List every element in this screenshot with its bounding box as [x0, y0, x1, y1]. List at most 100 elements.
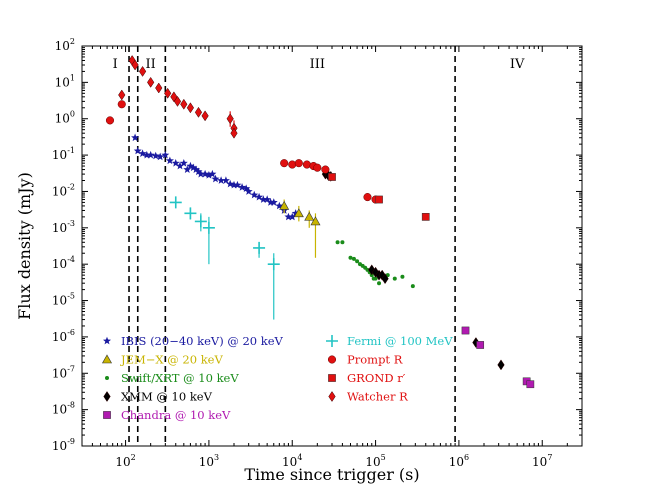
data-point — [497, 359, 505, 371]
data-point — [226, 179, 235, 188]
data-point — [328, 173, 336, 181]
data-point — [194, 106, 203, 118]
data-point — [302, 160, 311, 169]
x-tick-label: 107 — [532, 453, 552, 469]
legend-label: Swift/XRT @ 10 keV — [121, 371, 239, 385]
data-point — [211, 174, 220, 183]
data-point — [164, 87, 172, 99]
data-point — [105, 116, 115, 125]
legend-marker — [103, 336, 111, 345]
plot-frame — [81, 45, 583, 447]
series-1 — [279, 199, 321, 258]
data-point — [461, 326, 470, 335]
data-point — [355, 259, 360, 264]
data-point — [118, 89, 126, 101]
data-point — [180, 98, 188, 110]
data-point — [230, 127, 238, 139]
legend-marker — [327, 355, 337, 364]
data-point — [255, 192, 264, 201]
y-axis-label: Flux density (mJy) — [15, 172, 34, 320]
legend-label: GROND r′ — [347, 371, 406, 385]
data-point — [288, 160, 297, 169]
data-point — [131, 59, 139, 71]
data-point — [242, 184, 251, 192]
data-point — [266, 198, 275, 206]
data-point — [204, 171, 213, 179]
y-tick-label: 10-7 — [52, 364, 75, 380]
data-point — [392, 276, 397, 281]
y-tick-label: 10-5 — [52, 292, 75, 308]
data-point — [368, 264, 376, 276]
data-point — [244, 187, 253, 195]
data-point — [138, 149, 147, 157]
data-point — [373, 276, 378, 281]
x-tick-label: 103 — [199, 453, 219, 469]
x-tick-label: 104 — [282, 453, 302, 469]
data-point — [288, 212, 297, 221]
legend-label: Prompt R — [347, 353, 403, 367]
data-point — [476, 341, 485, 349]
data-point — [280, 159, 289, 168]
data-point — [275, 201, 284, 210]
legend-marker — [326, 335, 338, 347]
data-point — [267, 258, 280, 271]
y-tick-label: 100 — [55, 110, 75, 126]
legend-marker — [103, 411, 111, 419]
data-point — [184, 207, 197, 220]
data-point — [186, 161, 195, 170]
legend-label: Watcher R — [347, 390, 408, 404]
data-point — [226, 113, 234, 125]
data-point — [381, 273, 389, 285]
data-point — [313, 163, 322, 172]
legend-label: IBIS (20−40 keV) @ 20 keV — [121, 334, 284, 348]
data-point — [186, 102, 195, 114]
y-tick-label: 102 — [55, 37, 75, 53]
data-point — [155, 82, 163, 94]
data-point — [138, 65, 147, 77]
x-tick-label: 102 — [115, 453, 135, 469]
data-point — [189, 163, 198, 172]
legend-label: XMM @ 10 keV — [121, 390, 213, 404]
data-point — [133, 146, 142, 155]
legend-marker — [103, 391, 111, 402]
data-point — [293, 208, 304, 218]
phase-label: IV — [510, 57, 525, 72]
data-point — [335, 240, 340, 245]
data-point — [146, 150, 155, 159]
data-point — [348, 255, 353, 260]
data-point — [410, 284, 415, 289]
data-point — [201, 169, 210, 178]
data-point — [526, 380, 535, 389]
y-tick-label: 10-8 — [52, 401, 75, 417]
data-point — [192, 165, 200, 173]
data-point — [310, 216, 321, 226]
data-point — [151, 151, 160, 160]
data-point — [131, 133, 140, 142]
data-point — [230, 180, 238, 189]
data-point — [400, 274, 405, 279]
x-tick-label: 105 — [365, 453, 385, 469]
legend-marker — [101, 354, 113, 364]
data-point — [291, 209, 300, 217]
y-tick-label: 10-6 — [52, 328, 75, 344]
y-tick-label: 10-9 — [52, 437, 75, 453]
x-axis-label: Time since trigger (s) — [244, 465, 419, 484]
data-point — [217, 176, 226, 184]
data-point — [183, 165, 192, 173]
series-6 — [105, 100, 380, 204]
y-tick-label: 10-1 — [52, 146, 75, 162]
series-8 — [118, 55, 238, 139]
y-tick-label: 101 — [55, 73, 75, 89]
data-point — [377, 281, 382, 286]
y-tick-label: 10-2 — [52, 182, 75, 198]
data-point — [169, 196, 182, 209]
data-point — [321, 165, 330, 174]
series-2 — [335, 240, 415, 289]
data-point — [375, 195, 383, 204]
data-point — [201, 110, 209, 122]
phase-label: III — [310, 57, 325, 72]
data-point — [363, 193, 372, 202]
data-point — [238, 183, 247, 191]
data-point — [340, 240, 345, 245]
